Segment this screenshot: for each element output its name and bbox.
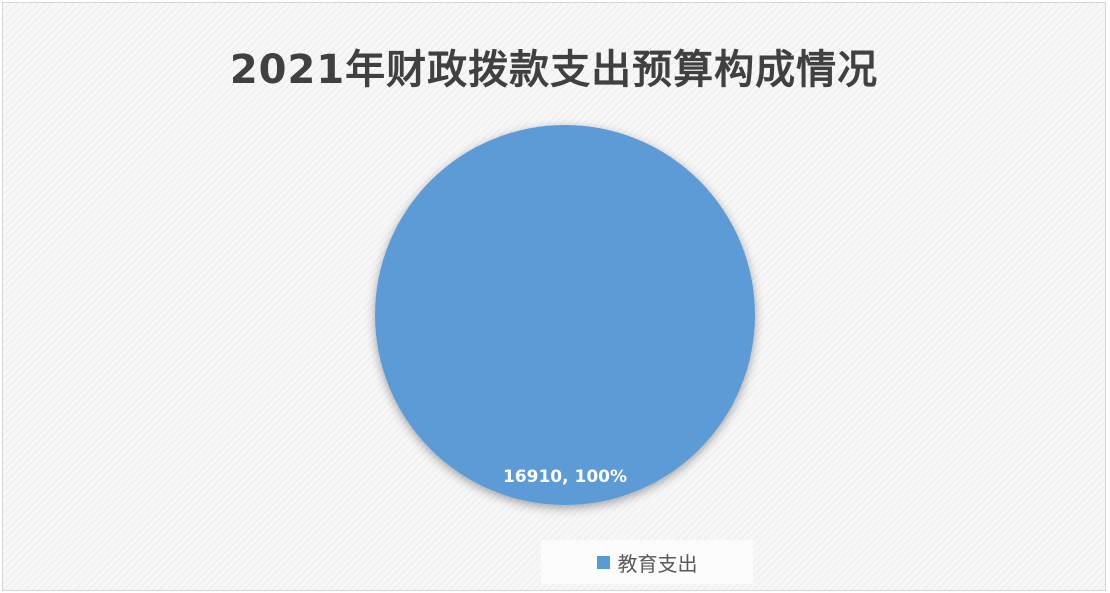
legend-swatch — [596, 555, 610, 569]
chart-title: 2021年财政拨款支出预算构成情况 — [229, 47, 879, 93]
legend: 教育支出 — [541, 540, 753, 584]
pie-slice-0 — [375, 125, 755, 505]
data-label-0: 16910, 100% — [503, 467, 627, 487]
pie-chart: 16910, 100% — [375, 125, 755, 505]
legend-label: 教育支出 — [617, 551, 698, 576]
